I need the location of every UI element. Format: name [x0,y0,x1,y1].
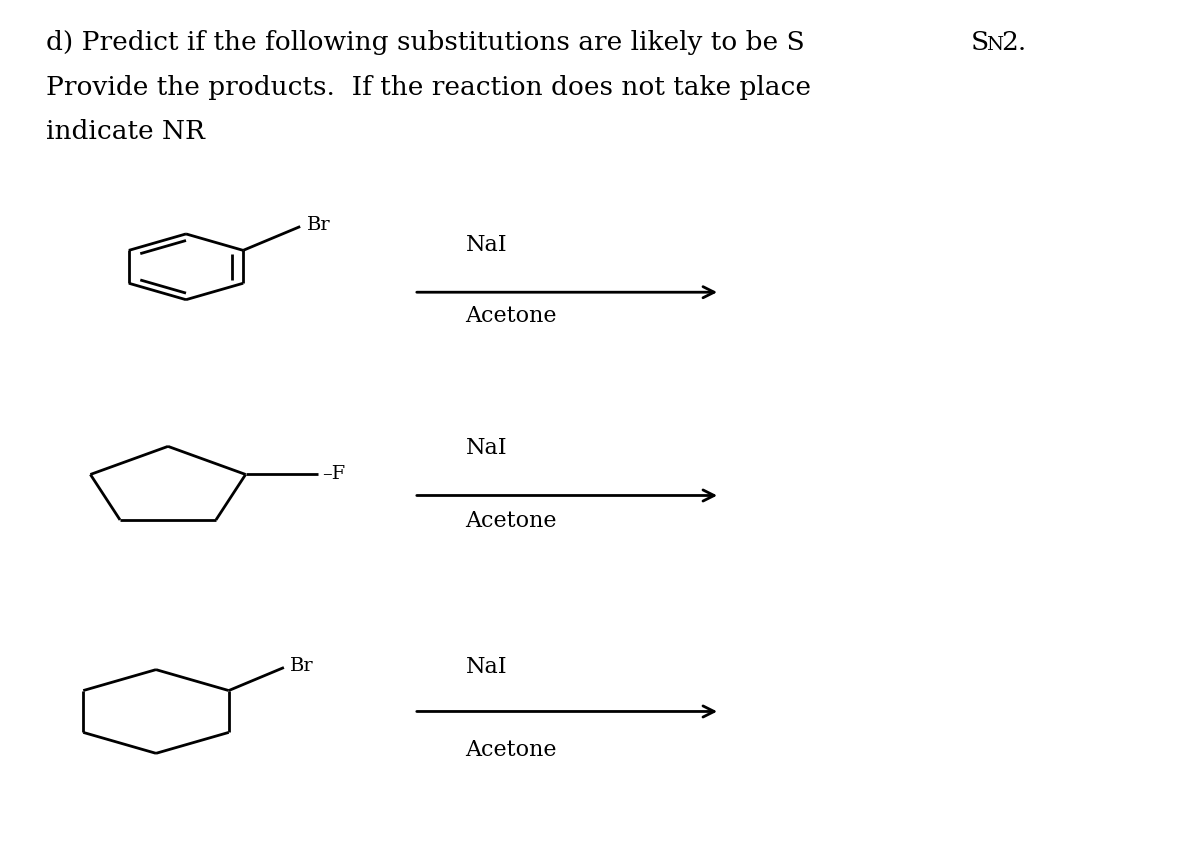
Text: 2.: 2. [1001,30,1026,55]
Text: Acetone: Acetone [466,739,557,761]
Text: Provide the products.  If the reaction does not take place: Provide the products. If the reaction do… [46,75,811,100]
Text: NaI: NaI [466,437,508,459]
Text: NaI: NaI [466,656,508,678]
Text: NaI: NaI [466,234,508,256]
Text: Acetone: Acetone [466,305,557,327]
Text: –F: –F [323,466,346,484]
Text: N: N [986,36,1003,54]
Text: Br: Br [307,216,331,234]
Text: d) Predict if the following substitutions are likely to be S: d) Predict if the following substitution… [46,30,804,55]
Text: Acetone: Acetone [466,510,557,532]
Text: indicate NR: indicate NR [46,119,204,144]
Text: S: S [971,30,989,55]
Text: Br: Br [290,656,313,675]
